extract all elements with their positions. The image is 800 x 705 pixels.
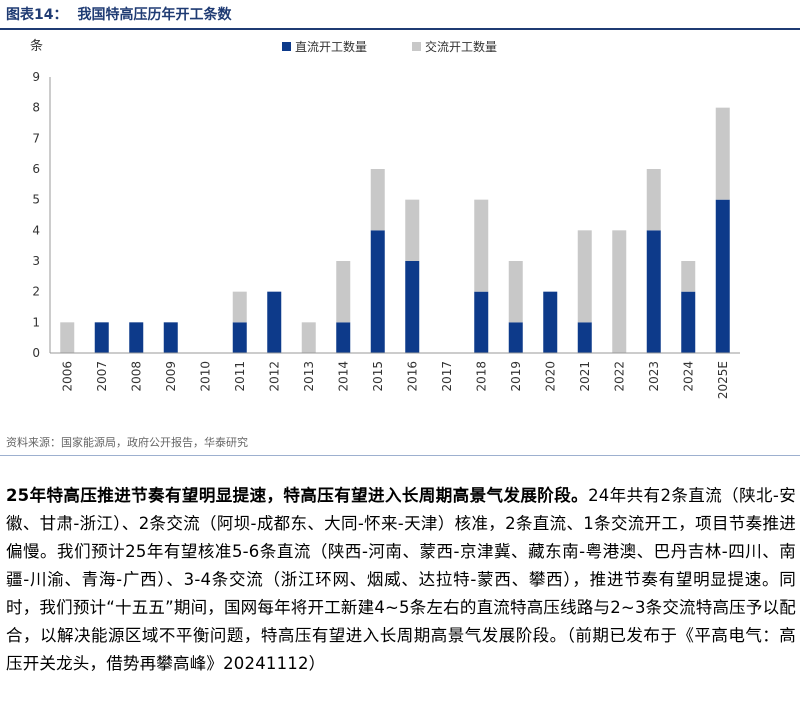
x-axis: 2006 2007 2008 2009 2010 2011 2012 2013 2014 2015… bbox=[50, 352, 740, 399]
x-tick-label: 2011 bbox=[233, 361, 247, 392]
bar-dc-2019 bbox=[508, 322, 523, 353]
x-tick-label: 2015 bbox=[371, 361, 385, 392]
bar-dc-2023 bbox=[646, 230, 661, 353]
bar-dc-2020 bbox=[543, 291, 558, 353]
bar-dc-2016 bbox=[405, 261, 420, 353]
legend-label: 交流开工数量 bbox=[425, 39, 497, 54]
bar-ac-2013 bbox=[301, 322, 316, 353]
x-tick-label: 2022 bbox=[612, 361, 626, 392]
bar-dc-2012 bbox=[267, 291, 282, 353]
bar-dc-2024 bbox=[681, 291, 696, 353]
legend-swatch bbox=[282, 42, 291, 51]
body-paragraph: 25年特高压推进节奏有望明显提速，特高压有望进入长周期高景气发展阶段。24年共有… bbox=[6, 482, 796, 678]
legend-label: 直流开工数量 bbox=[295, 39, 367, 54]
bar-ac-2019 bbox=[508, 261, 523, 323]
y-tick-label: 2 bbox=[32, 285, 40, 299]
y-tick-label: 0 bbox=[32, 346, 40, 360]
x-tick-label: 2006 bbox=[60, 361, 74, 392]
bar-ac-2015 bbox=[370, 169, 385, 231]
x-tick-label: 2013 bbox=[302, 361, 316, 392]
x-tick-label: 2024 bbox=[681, 361, 695, 392]
x-tick-label: 2019 bbox=[509, 361, 523, 392]
bar-ac-2006 bbox=[60, 322, 75, 353]
x-tick-label: 2016 bbox=[405, 361, 419, 392]
y-tick-label: 4 bbox=[32, 223, 40, 237]
paragraph-lead: 25年特高压推进节奏有望明显提速，特高压有望进入长周期高景气发展阶段。 bbox=[6, 486, 589, 505]
paragraph-body: 24年共有2条直流（陕北-安徽、甘肃-浙江）、2条交流（阿坝-成都东、大同-怀来… bbox=[6, 486, 796, 673]
x-tick-label: 2018 bbox=[474, 361, 488, 392]
bars bbox=[60, 107, 730, 353]
bar-ac-2011 bbox=[232, 291, 247, 323]
legend-swatch bbox=[412, 42, 421, 51]
figure-header: 图表14： 我国特高压历年开工条数 bbox=[0, 0, 800, 30]
bar-ac-2021 bbox=[577, 230, 592, 323]
y-tick-label: 9 bbox=[32, 70, 40, 84]
x-tick-label: 2010 bbox=[198, 361, 212, 392]
source-note: 资料来源：国家能源局，政府公开报告，华泰研究 bbox=[6, 436, 248, 449]
x-tick-label: 2025E bbox=[716, 361, 730, 399]
y-axis-label: 条 bbox=[30, 38, 43, 54]
bar-ac-2016 bbox=[405, 199, 420, 261]
y-tick-label: 1 bbox=[32, 315, 40, 329]
chart-legend: 直流开工数量 交流开工数量 bbox=[282, 39, 497, 54]
x-tick-label: 2008 bbox=[129, 361, 143, 392]
x-tick-label: 2007 bbox=[95, 361, 109, 392]
x-tick-label: 2023 bbox=[647, 361, 661, 392]
bar-dc-2018 bbox=[474, 291, 489, 353]
x-tick-label: 2009 bbox=[164, 361, 178, 392]
x-tick-label: 2020 bbox=[543, 361, 557, 392]
figure-number: 图表14： bbox=[6, 7, 68, 23]
bar-dc-2021 bbox=[577, 322, 592, 353]
bar-ac-2024 bbox=[681, 261, 696, 292]
y-tick-label: 8 bbox=[32, 101, 40, 115]
x-tick-label: 2017 bbox=[440, 361, 454, 392]
figure-title-text: 我国特高压历年开工条数 bbox=[77, 7, 232, 23]
bar-ac-2022 bbox=[612, 230, 627, 353]
x-tick-label: 2012 bbox=[267, 361, 281, 392]
bar-dc-2014 bbox=[336, 322, 351, 353]
y-tick-label: 6 bbox=[32, 162, 40, 176]
y-axis: 0 1 2 3 4 5 6 7 8 9 bbox=[32, 70, 51, 360]
bar-dc-2015 bbox=[370, 230, 385, 353]
bar-dc-2025E bbox=[715, 199, 730, 353]
source-row: 资料来源：国家能源局，政府公开报告，华泰研究 bbox=[0, 430, 800, 456]
bar-dc-2007 bbox=[94, 322, 109, 353]
figure-title: 图表14： 我国特高压历年开工条数 bbox=[6, 4, 231, 24]
bar-ac-2023 bbox=[646, 169, 661, 231]
y-tick-label: 7 bbox=[32, 131, 40, 145]
y-tick-label: 5 bbox=[32, 193, 40, 207]
bar-dc-2008 bbox=[129, 322, 144, 353]
bar-ac-2014 bbox=[336, 261, 351, 323]
bar-dc-2009 bbox=[163, 322, 178, 353]
bar-ac-2025E bbox=[715, 107, 730, 200]
x-tick-label: 2021 bbox=[578, 361, 592, 392]
bar-dc-2011 bbox=[232, 322, 247, 353]
bar-ac-2018 bbox=[474, 199, 489, 292]
x-tick-label: 2014 bbox=[336, 361, 350, 392]
y-tick-label: 3 bbox=[32, 254, 40, 268]
